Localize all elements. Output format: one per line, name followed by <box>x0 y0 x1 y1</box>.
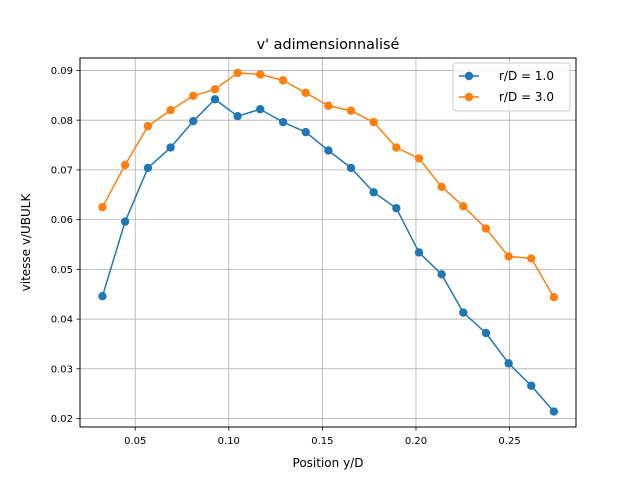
legend-label: r/D = 3.0 <box>499 90 554 104</box>
legend-item: r/D = 3.0 <box>459 90 554 104</box>
data-point <box>346 106 356 115</box>
data-point <box>324 146 333 155</box>
data-point <box>369 188 378 197</box>
data-point <box>233 111 242 121</box>
data-point <box>392 203 401 213</box>
legend: r/D = 1.0 r/D = 3.0 <box>452 62 571 112</box>
x-tick-label: 0.05 <box>124 436 146 447</box>
data-point <box>301 88 310 98</box>
data-point <box>392 143 401 152</box>
data-point <box>527 254 536 263</box>
legend-box <box>452 62 571 112</box>
y-tick-label: 0.04 <box>51 315 73 326</box>
y-tick-label: 0.06 <box>51 215 73 226</box>
x-tick-label: 0.15 <box>311 436 333 447</box>
y-tick-label: 0.03 <box>51 364 73 375</box>
data-point <box>324 101 333 110</box>
y-tick-label: 0.09 <box>51 66 73 77</box>
x-tick-label: 0.20 <box>405 436 427 447</box>
legend-label: r/D = 1.0 <box>499 69 554 83</box>
ticks: 0.05 0.10 0.15 0.20 0.25 0.02 0.03 0.04 0.05 0.06… <box>51 66 521 447</box>
data-point <box>189 116 198 126</box>
y-tick-label: 0.08 <box>51 116 73 127</box>
data-point <box>549 407 559 416</box>
data-point <box>120 160 130 170</box>
y-tick-label: 0.07 <box>51 165 73 176</box>
legend-marker <box>464 71 474 81</box>
data-point <box>437 182 446 192</box>
data-point <box>549 293 559 302</box>
data-point <box>527 381 536 390</box>
data-point <box>414 154 424 163</box>
plot-area <box>80 58 576 427</box>
data-point <box>256 105 265 114</box>
series-layer <box>98 68 559 416</box>
data-point <box>143 121 153 131</box>
data-point <box>210 85 220 94</box>
data-point <box>120 217 130 226</box>
data-point <box>166 143 175 152</box>
y-axis-label: vitesse v/UBULK <box>19 193 33 292</box>
data-point <box>143 163 153 173</box>
data-point <box>98 202 107 212</box>
data-point <box>278 117 288 127</box>
series-2 <box>98 68 559 302</box>
series-1 <box>98 95 559 416</box>
data-point <box>481 328 491 338</box>
data-point <box>189 91 198 100</box>
data-point <box>459 201 468 211</box>
data-point <box>369 117 378 127</box>
data-point <box>98 292 107 301</box>
y-tick-label: 0.02 <box>51 414 73 425</box>
legend-item: r/D = 1.0 <box>459 69 554 83</box>
data-point <box>504 359 513 368</box>
grid <box>80 58 576 427</box>
y-tick-label: 0.05 <box>51 265 73 276</box>
data-point <box>301 127 310 137</box>
data-point <box>504 252 513 261</box>
data-point <box>414 248 424 257</box>
data-point <box>481 224 491 233</box>
data-point <box>233 68 242 78</box>
axes-frame <box>79 57 577 428</box>
x-tick-label: 0.10 <box>218 436 240 447</box>
x-tick-label: 0.25 <box>498 436 520 447</box>
data-point <box>278 76 288 85</box>
data-point <box>166 106 175 115</box>
data-point <box>437 270 446 279</box>
data-point <box>346 163 356 173</box>
data-point <box>459 308 468 317</box>
data-point <box>210 95 220 104</box>
x-axis-label: Position y/D <box>293 456 364 470</box>
data-point <box>256 70 265 79</box>
legend-marker <box>464 92 474 102</box>
chart-title: v' adimensionnalisé <box>257 37 400 53</box>
